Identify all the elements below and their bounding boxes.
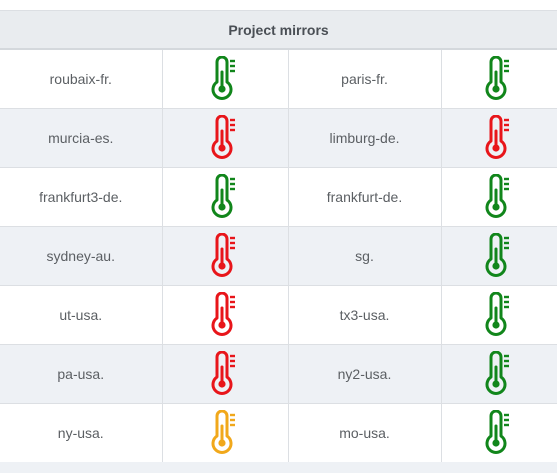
mirror-status-cell — [161, 285, 288, 345]
thermometer-icon — [485, 114, 513, 161]
thermometer-icon — [485, 232, 513, 279]
mirror-name: roubaix-fr. — [0, 49, 162, 109]
mirror-status-cell — [161, 167, 288, 227]
table-row: roubaix-fr. paris-fr. — [0, 49, 557, 109]
mirror-status-cell — [161, 226, 288, 286]
table-title: Project mirrors — [0, 10, 557, 50]
mirror-name: ut-usa. — [0, 285, 162, 345]
table-row: sydney-au. sg. — [0, 226, 557, 286]
mirror-status-cell — [440, 285, 557, 345]
mirror-status-cell — [440, 403, 557, 463]
thermometer-icon — [211, 232, 239, 279]
table-row: ny-usa. mo-usa. — [0, 403, 557, 463]
thermometer-icon — [211, 409, 239, 456]
table-row: frankfurt3-de. frankfurt-de. — [0, 167, 557, 227]
mirror-name: pa-usa. — [0, 344, 162, 404]
table-row: pa-usa. ny2-usa. — [0, 344, 557, 404]
mirror-name: paris-fr. — [287, 49, 441, 109]
mirror-status-cell — [161, 344, 288, 404]
mirror-name: sydney-au. — [0, 226, 162, 286]
table-row: murcia-es. limburg-de. — [0, 108, 557, 168]
mirror-name: limburg-de. — [287, 108, 441, 168]
mirror-status-cell — [161, 403, 288, 463]
mirror-name: ny2-usa. — [287, 344, 441, 404]
mirror-name: sg. — [287, 226, 441, 286]
mirror-name: ny-usa. — [0, 403, 162, 463]
thermometer-icon — [211, 114, 239, 161]
mirror-status-cell — [440, 344, 557, 404]
mirror-status-cell — [161, 108, 288, 168]
mirror-status-cell — [440, 108, 557, 168]
table-header-row: Project mirrors — [0, 10, 557, 50]
mirror-name: frankfurt-de. — [287, 167, 441, 227]
mirror-name: tx3-usa. — [287, 285, 441, 345]
mirror-name: murcia-es. — [0, 108, 162, 168]
mirror-list: roubaix-fr. paris-fr. murcia-es. limburg-de… — [0, 49, 557, 463]
thermometer-icon — [485, 55, 513, 102]
thermometer-icon — [211, 291, 239, 338]
mirrors-table: Project mirrors roubaix-fr. paris-fr. murc… — [0, 10, 557, 463]
thermometer-icon — [211, 55, 239, 102]
mirror-status-cell — [440, 226, 557, 286]
thermometer-icon — [211, 173, 239, 220]
mirror-name: frankfurt3-de. — [0, 167, 162, 227]
thermometer-icon — [211, 350, 239, 397]
mirror-status-cell — [440, 167, 557, 227]
table-footer-strip — [0, 462, 557, 473]
thermometer-icon — [485, 409, 513, 456]
table-row: ut-usa. tx3-usa. — [0, 285, 557, 345]
mirror-status-cell — [440, 49, 557, 109]
thermometer-icon — [485, 291, 513, 338]
thermometer-icon — [485, 350, 513, 397]
thermometer-icon — [485, 173, 513, 220]
mirror-name: mo-usa. — [287, 403, 441, 463]
mirror-status-cell — [161, 49, 288, 109]
